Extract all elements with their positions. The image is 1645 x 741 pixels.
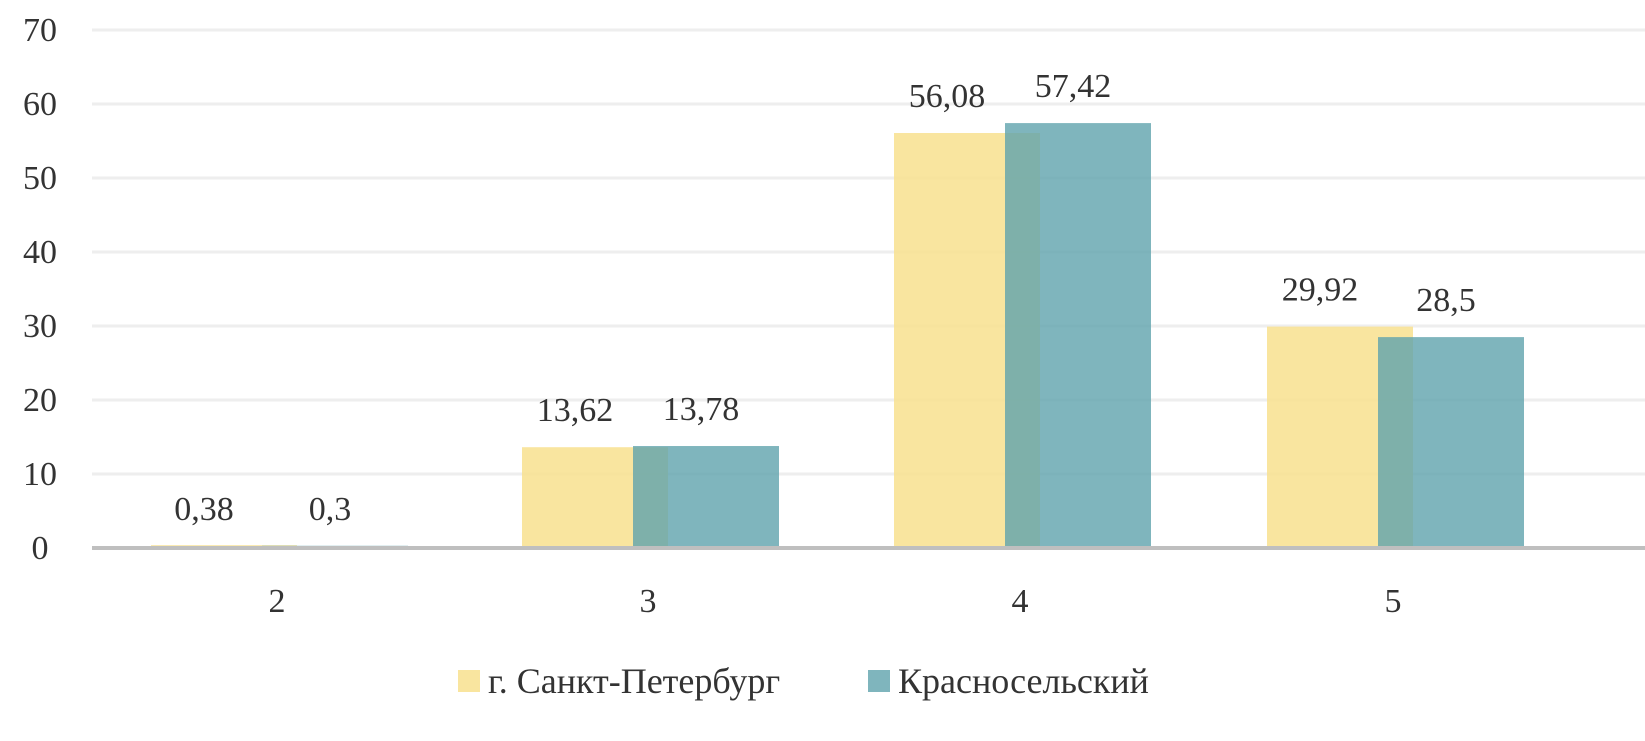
y-tick-label: 40	[23, 234, 57, 271]
x-tick-label: 5	[1385, 583, 1402, 620]
y-tick-label: 0	[32, 530, 49, 567]
data-label: 13,62	[537, 392, 614, 429]
bar-krasnoselsky-5	[1378, 337, 1524, 548]
gridlines	[92, 28, 1645, 476]
x-tick-label: 2	[269, 583, 286, 620]
legend-label: г. Санкт-Петербург	[488, 661, 780, 701]
data-label: 0,3	[309, 491, 352, 528]
y-axis-ticks: 0 10 20 30 40 50 60 70	[23, 12, 57, 567]
legend-swatch	[868, 670, 890, 692]
x-tick-label: 3	[640, 583, 657, 620]
legend-swatch	[458, 670, 480, 692]
bar-krasnoselsky-4	[1005, 123, 1151, 548]
y-tick-label: 20	[23, 382, 57, 419]
y-tick-label: 70	[23, 12, 57, 49]
y-tick-label: 30	[23, 308, 57, 345]
data-label: 0,38	[174, 491, 234, 528]
y-tick-label: 60	[23, 86, 57, 123]
y-tick-label: 10	[23, 456, 57, 493]
bars	[151, 123, 1524, 548]
data-labels: 0,38 0,3 13,62 13,78 56,08 57,42 29,92 28,5	[174, 68, 1476, 528]
data-label: 57,42	[1035, 68, 1112, 105]
data-label: 29,92	[1282, 272, 1359, 309]
x-tick-label: 4	[1012, 583, 1029, 620]
bar-krasnoselsky-3	[633, 446, 779, 548]
data-label: 28,5	[1416, 282, 1476, 319]
data-label: 13,78	[663, 391, 740, 428]
legend-label: Красносельский	[898, 661, 1149, 701]
x-axis-ticks: 2 3 4 5	[269, 583, 1402, 620]
legend: г. Санкт-Петербург Красносельский	[458, 661, 1149, 701]
data-label: 56,08	[909, 78, 986, 115]
y-tick-label: 50	[23, 160, 57, 197]
